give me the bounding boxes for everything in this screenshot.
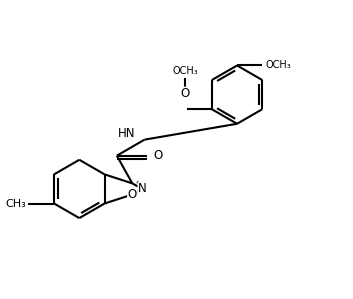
Text: O: O <box>154 149 163 162</box>
Text: OCH₃: OCH₃ <box>266 60 292 71</box>
Text: CH₃: CH₃ <box>5 199 26 208</box>
Text: OCH₃: OCH₃ <box>173 65 198 76</box>
Text: O: O <box>128 188 137 201</box>
Text: O: O <box>181 87 190 100</box>
Text: N: N <box>138 182 147 196</box>
Text: HN: HN <box>118 127 135 140</box>
